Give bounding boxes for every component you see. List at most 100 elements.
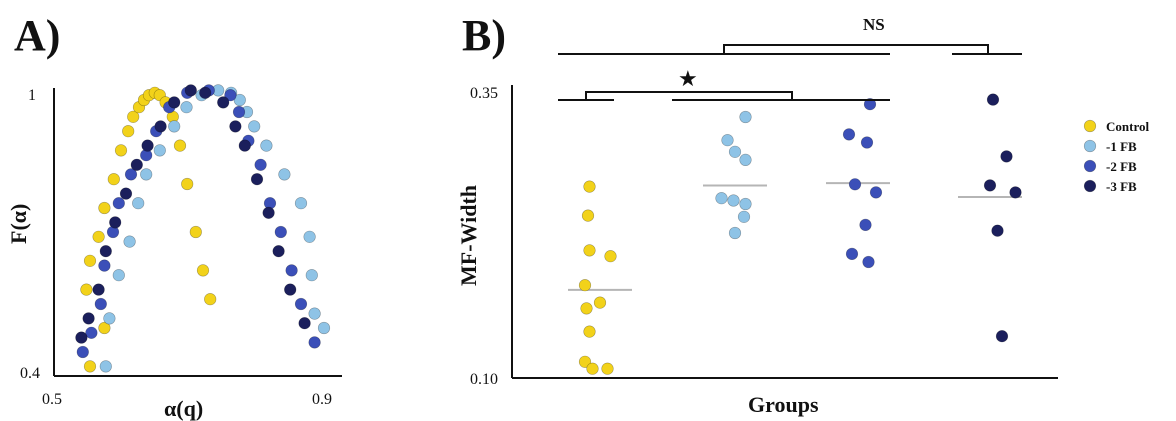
panel-a-point-2-fb [224, 89, 237, 102]
legend-marker-control [1083, 119, 1097, 133]
panel-a-point-control [83, 360, 97, 373]
panel-a-point-1-fb [103, 312, 116, 325]
panel-b-point-1-fb [728, 145, 742, 158]
panel-a-point-3-fb [141, 139, 154, 152]
panel-a-point-3-fb [154, 120, 167, 133]
panel-a-point-control [98, 201, 111, 215]
panel-a-point-1-fb [233, 93, 246, 107]
panel-b-point-1-fb [739, 153, 752, 166]
panel-b-point-1-fb [739, 110, 752, 124]
panel-a-point-control [114, 144, 128, 157]
panel-a-point-1-fb [99, 360, 112, 373]
panel-b-point-control [578, 279, 592, 292]
panel-a-point-3-fb [238, 139, 251, 152]
panel-b-point-3-fb [991, 224, 1004, 237]
panel-a-point-2-fb [232, 105, 246, 119]
panel-a-point-3-fb [119, 187, 133, 200]
panel-b-point-control [580, 302, 593, 315]
panel-a-point-control [107, 173, 120, 186]
panel-a-point-3-fb [92, 283, 105, 296]
panel-b-label: B) [462, 11, 506, 60]
panel-a-point-control [98, 321, 111, 335]
panel-a-point-2-fb [112, 197, 125, 210]
panel-a-point-3-fb [168, 96, 181, 109]
panel-a-point-3-fb [298, 317, 311, 330]
panel-b-point-2-fb [845, 247, 859, 260]
panel-a-point-control [92, 230, 105, 243]
panel-a-point-control [173, 139, 187, 152]
panel-b-point-1-fb [737, 210, 751, 223]
panel-b-point-1-fb [728, 226, 742, 240]
legend-label-2-fb: -2 FB [1106, 159, 1137, 174]
panel-b-point-2-fb [842, 128, 856, 141]
panel-b-point-2-fb [869, 186, 883, 199]
panel-a-point-control [181, 177, 194, 191]
panel-a-point-control [80, 283, 93, 296]
panel-b-point-1-fb [721, 134, 734, 147]
panel-a-point-2-fb [94, 297, 107, 311]
panel-a-point-3-fb [130, 158, 143, 171]
panel-a-point-2-fb [294, 297, 308, 311]
panel-b-ytick-bottom: 0.10 [470, 371, 498, 388]
panel-b-point-control [586, 362, 599, 375]
panel-b-point-control [581, 209, 595, 222]
panel-a-point-3-fb [217, 96, 230, 109]
panel-b-point-control [604, 250, 617, 263]
significance-bracket-ns [558, 44, 1022, 55]
panel-a-point-3-fb [250, 173, 264, 186]
panel-a-point-3-fb [229, 120, 242, 133]
panel-b-point-control [583, 244, 596, 257]
panel-a-point-3-fb [75, 331, 88, 344]
panel-a-point-2-fb [274, 225, 287, 239]
panel-a-point-control [122, 125, 135, 138]
panel-a-point-1-fb [278, 168, 291, 181]
legend-marker-1-fb [1083, 139, 1097, 153]
panel-b-point-control [593, 296, 607, 309]
panel-a-point-control [83, 254, 97, 267]
panel-a-point-2-fb [85, 326, 98, 339]
panel-a-label: A) [14, 11, 60, 60]
panel-a-point-1-fb [123, 235, 136, 248]
panel-a-ytick-bottom: 0.4 [20, 365, 40, 382]
panel-a-point-1-fb [308, 307, 321, 320]
panel-a-point-1-fb [153, 144, 166, 157]
panel-a-point-1-fb [303, 230, 316, 243]
panel-a-point-1-fb [248, 120, 261, 133]
panel-a-xtick-left: 0.5 [42, 391, 62, 408]
panel-a-point-1-fb [317, 321, 331, 335]
panel-b-point-3-fb [995, 330, 1009, 343]
panel-a-point-2-fb [308, 336, 321, 349]
legend-label-1-fb: -1 FB [1106, 139, 1137, 154]
panel-b-y-label: MF-Width [456, 185, 481, 286]
panel-b-point-3-fb [983, 179, 997, 192]
panel-a-point-control [196, 264, 210, 277]
panel-b-point-2-fb [848, 178, 862, 191]
panel-b-point-3-fb [1009, 186, 1022, 199]
panel-a-point-2-fb [76, 345, 89, 359]
panel-a-point-3-fb [82, 312, 95, 325]
panel-b-ytick-top: 0.35 [470, 85, 498, 102]
panel-b-point-3-fb [986, 93, 1000, 106]
legend-label-control: Control [1106, 119, 1149, 134]
panel-b-point-2-fb [862, 255, 875, 269]
panel-a-ytick-top: 1 [28, 87, 36, 104]
panel-a-point-2-fb [285, 264, 298, 277]
panel-a-point-control [204, 293, 217, 306]
panel-a-point-3-fb [99, 245, 112, 258]
panel-b-point-1-fb [739, 197, 752, 211]
panel-a-point-1-fb [140, 168, 153, 181]
panel-a-point-3-fb [284, 283, 297, 296]
panel-a-point-3-fb [199, 86, 212, 99]
panel-a-point-1-fb [112, 269, 125, 282]
star-label: ★ [678, 67, 698, 92]
panel-a-point-2-fb [124, 168, 138, 181]
panel-a-point-3-fb [184, 84, 197, 97]
panel-b-point-1-fb [715, 192, 728, 205]
panel-b-point-control [601, 362, 614, 375]
legend-marker-3-fb [1083, 179, 1097, 193]
panel-a-point-1-fb [305, 269, 318, 282]
panel-a-point-control [127, 110, 140, 123]
panel-b-point-control [583, 325, 596, 338]
panel-b-point-control [583, 180, 596, 193]
